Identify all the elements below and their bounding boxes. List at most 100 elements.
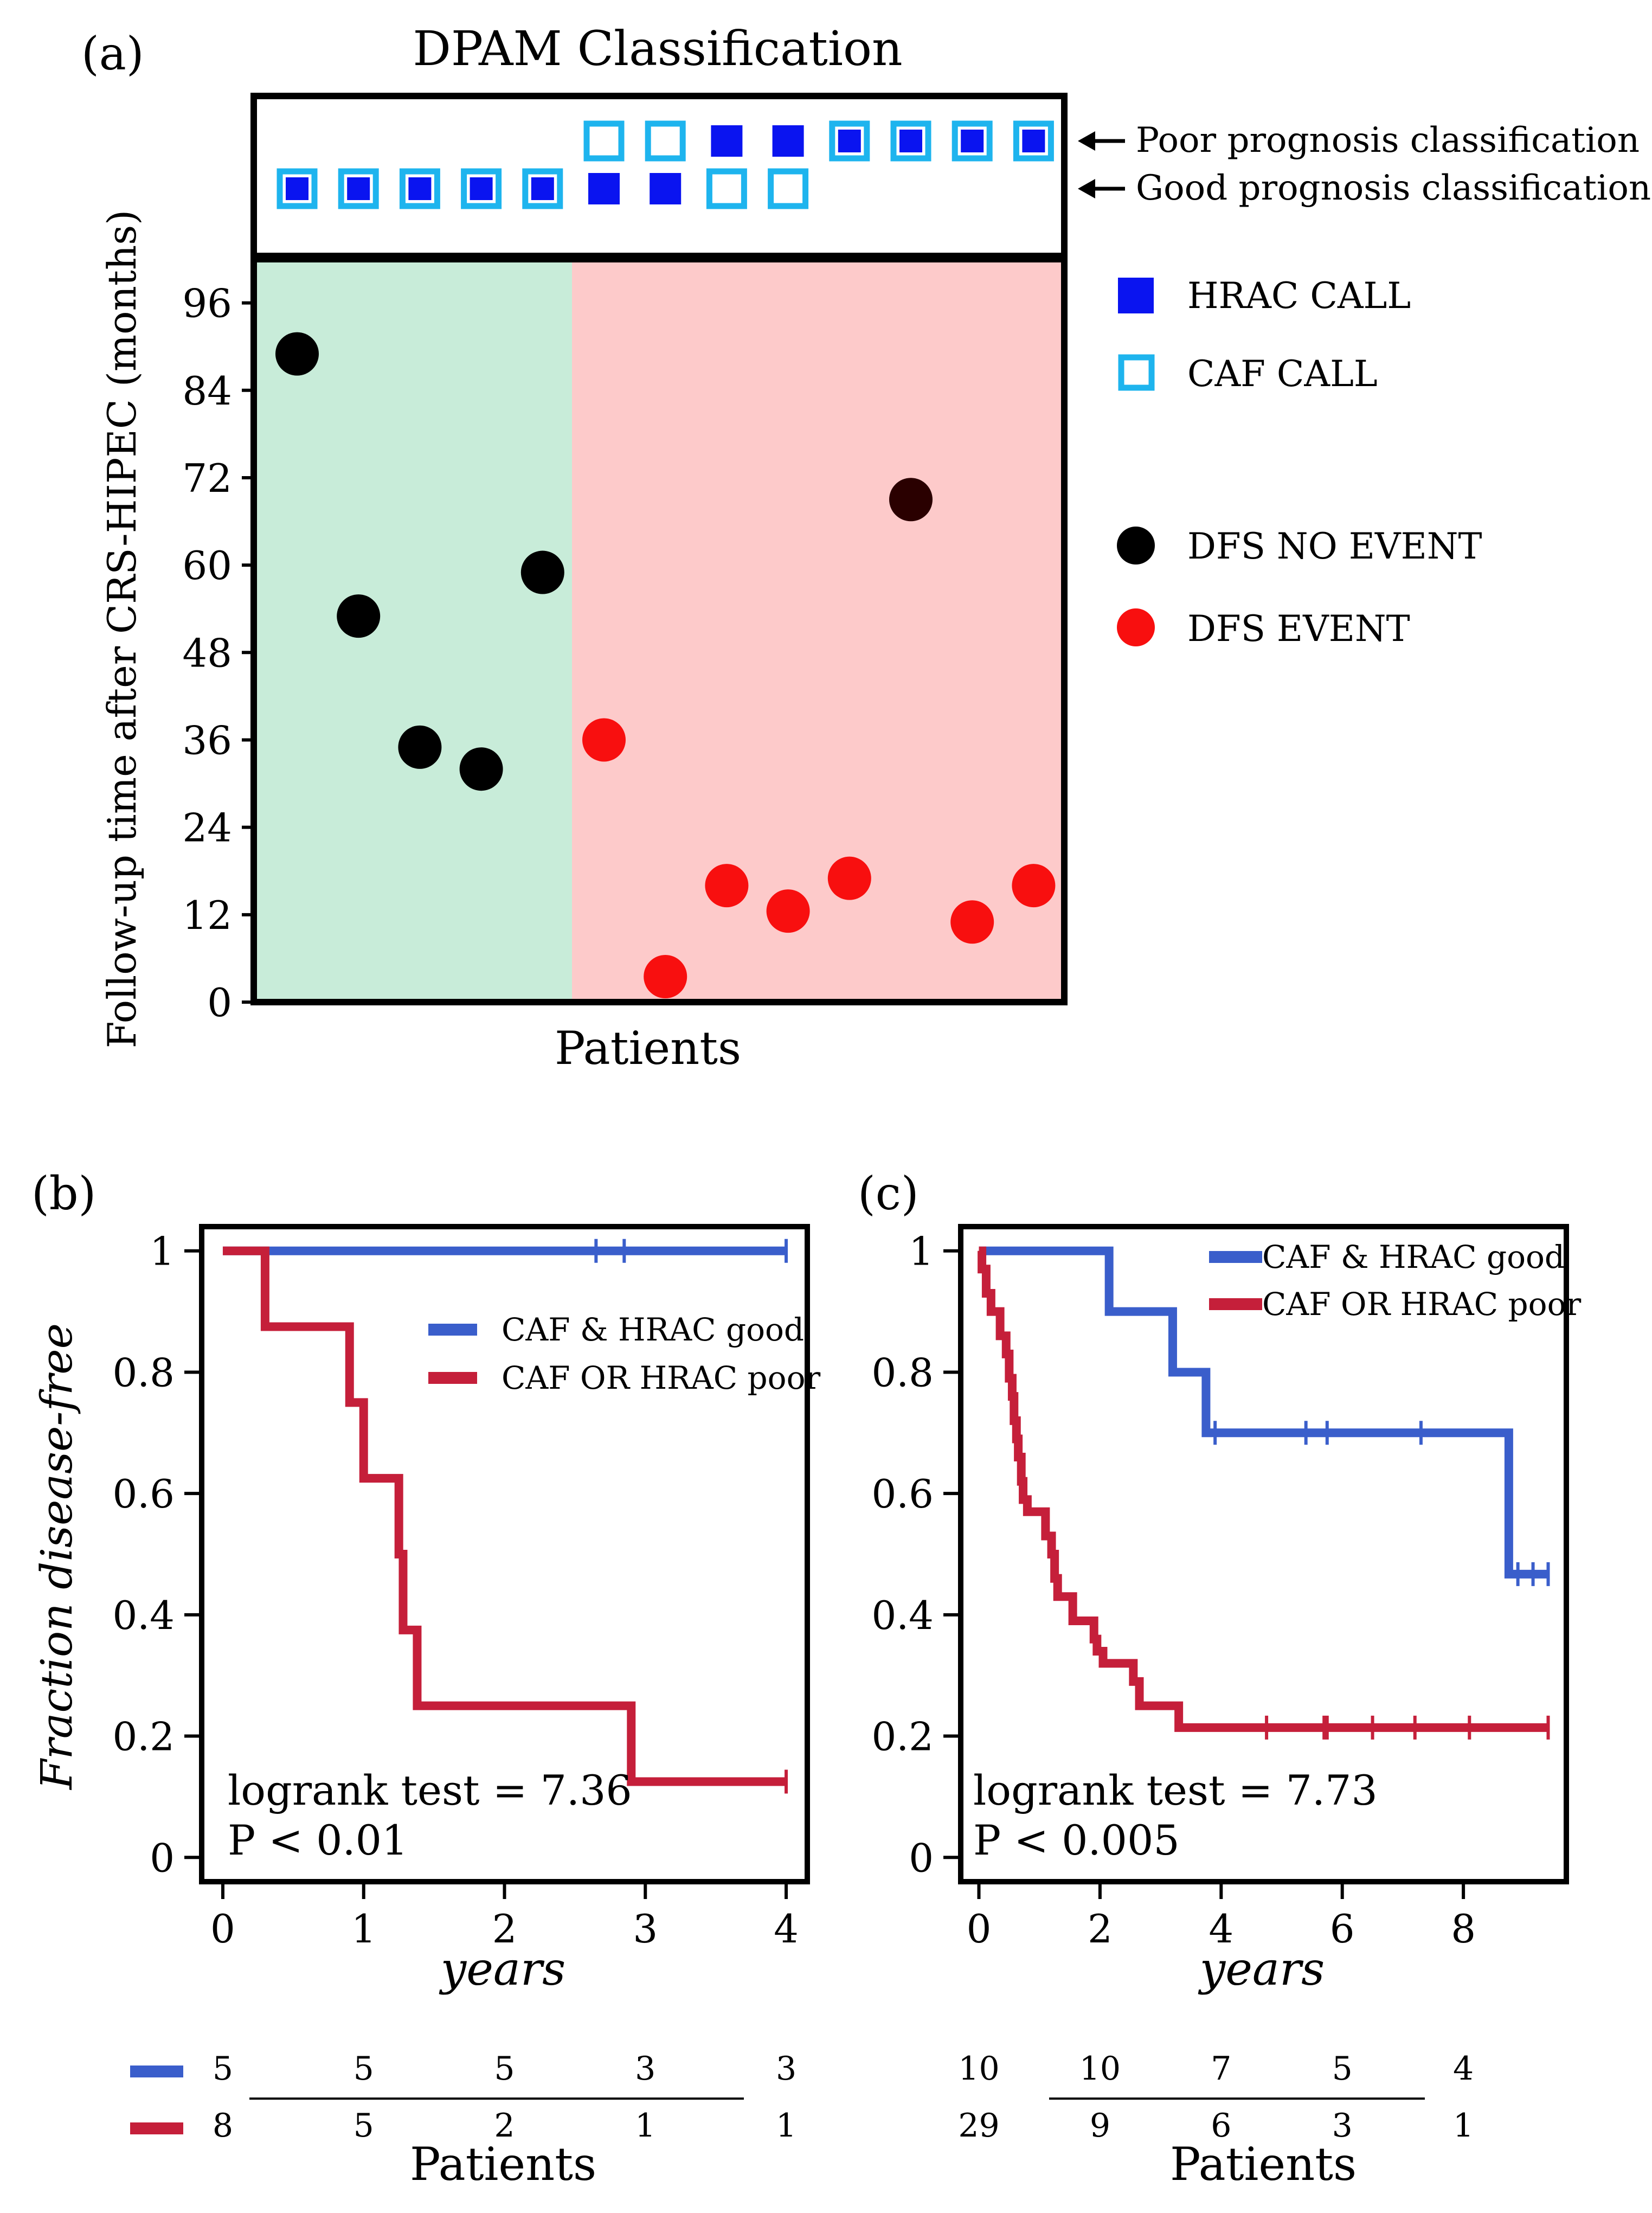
y-tick-label: 0.4 bbox=[871, 1593, 934, 1638]
y-tick-label: 84 bbox=[182, 368, 232, 414]
hrac-call-marker bbox=[531, 177, 554, 200]
risk-count: 3 bbox=[1332, 2107, 1353, 2145]
legend-event-label: DFS EVENT bbox=[1187, 608, 1410, 650]
x-tick-label: 0 bbox=[210, 1906, 235, 1952]
risk-count: 3 bbox=[776, 2050, 796, 2088]
legend-no-event-label: DFS NO EVENT bbox=[1187, 525, 1482, 567]
panel-c: (c) 0 2 4 6 8 0 0.2 0.4 0.6 0.8 1 CAF & HRAC good … bbox=[858, 1167, 1582, 2191]
scatter-frame bbox=[250, 256, 1068, 1005]
caf-call-marker bbox=[338, 168, 379, 209]
hrac-call-marker bbox=[588, 173, 620, 204]
x-tick-label: 1 bbox=[351, 1906, 376, 1952]
risk-count: 4 bbox=[1453, 2050, 1474, 2088]
km-curve bbox=[979, 1246, 1548, 1579]
dfs-event-point bbox=[582, 718, 626, 762]
y-tick-label: 60 bbox=[182, 543, 232, 588]
panel-c-x-label: years bbox=[1198, 1942, 1325, 1996]
dfs-no-event-point bbox=[398, 725, 442, 769]
km-curve bbox=[978, 1246, 1548, 1732]
y-tick-label: 0.6 bbox=[112, 1471, 175, 1517]
y-tick-label: 1 bbox=[909, 1229, 934, 1274]
panel-c-frame bbox=[958, 1224, 1569, 1884]
risk-count: 7 bbox=[1211, 2050, 1231, 2088]
risk-count: 8 bbox=[213, 2107, 233, 2145]
dfs-event-point bbox=[950, 900, 994, 944]
x-tick-label: 4 bbox=[774, 1906, 799, 1952]
panel-b-y-label: Fraction disease-free bbox=[31, 1323, 82, 1791]
risk-count: 5 bbox=[213, 2050, 233, 2088]
km-curve bbox=[222, 1246, 787, 1786]
panel-c-logrank: logrank test = 7.73 bbox=[973, 1766, 1378, 1814]
legend-hrac-label: HRAC CALL bbox=[1187, 275, 1411, 317]
legend-no-event-swatch bbox=[1117, 527, 1155, 565]
panel-c-axes: 0 2 4 6 8 0 0.2 0.4 0.6 0.8 1 bbox=[871, 1229, 1476, 1952]
panel-b-risk-table: 5 5 5 3 3 8 5 2 1 1 bbox=[130, 2050, 796, 2145]
hrac-call-marker bbox=[286, 177, 308, 200]
panel-b-frame bbox=[199, 1224, 810, 1884]
caf-call-marker bbox=[645, 120, 686, 162]
caf-call-marker bbox=[583, 120, 625, 162]
y-tick-label: 12 bbox=[182, 893, 232, 938]
x-tick-label: 3 bbox=[633, 1906, 658, 1952]
x-tick-label: 2 bbox=[492, 1906, 517, 1952]
panel-c-legend-poor: CAF OR HRAC poor bbox=[1262, 1286, 1582, 1323]
risk-count: 5 bbox=[1332, 2050, 1353, 2088]
poor-prognosis-region bbox=[572, 259, 1064, 1002]
risk-count: 1 bbox=[635, 2107, 655, 2145]
panel-b-legend-good: CAF & HRAC good bbox=[502, 1311, 804, 1348]
panel-b-risk-label: Patients bbox=[410, 2138, 596, 2191]
risk-count: 1 bbox=[1453, 2107, 1474, 2145]
legend-hrac-swatch bbox=[1118, 278, 1154, 313]
panel-b-pvalue: P < 0.01 bbox=[228, 1816, 408, 1864]
y-tick-label: 0 bbox=[150, 1835, 175, 1881]
panel-a-title: DPAM Classification bbox=[413, 21, 902, 76]
poor-row-label: Poor prognosis classification bbox=[1136, 120, 1640, 161]
dfs-no-event-point bbox=[889, 478, 933, 522]
x-tick-label: 6 bbox=[1330, 1906, 1355, 1952]
dfs-no-event-point bbox=[459, 747, 503, 791]
risk-count: 10 bbox=[958, 2050, 999, 2088]
hrac-call-marker bbox=[1022, 130, 1045, 152]
good-row-label: Good prognosis classification bbox=[1136, 168, 1651, 208]
y-axis-label: Follow-up time after CRS-HIPEC (months) bbox=[99, 210, 145, 1048]
panel-b-curves bbox=[222, 1239, 788, 1794]
dfs-event-point bbox=[766, 889, 810, 933]
panel-b-legend: CAF & HRAC good CAF OR HRAC poor bbox=[428, 1311, 821, 1396]
good-prognosis-region bbox=[254, 259, 572, 1002]
hrac-call-marker bbox=[961, 130, 984, 152]
risk-count: 1 bbox=[776, 2107, 796, 2145]
risk-count: 5 bbox=[353, 2107, 374, 2145]
panel-b-axes: 0 1 2 3 4 0 0.2 0.4 0.6 0.8 1 bbox=[112, 1229, 798, 1952]
panel-b-label: (b) bbox=[31, 1167, 96, 1220]
y-tick-label: 48 bbox=[182, 630, 232, 676]
scatter-points bbox=[275, 332, 1056, 998]
risk-count: 5 bbox=[353, 2050, 374, 2088]
y-tick-label: 0.6 bbox=[871, 1471, 934, 1517]
hrac-call-marker bbox=[470, 177, 493, 200]
y-axis-ticks: 0 12 24 36 48 60 72 84 96 bbox=[182, 281, 254, 1025]
dfs-no-event-point bbox=[337, 594, 381, 638]
panel-c-legend: CAF & HRAC good CAF OR HRAC poor bbox=[1209, 1239, 1582, 1323]
x-tick-label: 8 bbox=[1451, 1906, 1476, 1952]
y-tick-label: 96 bbox=[182, 281, 232, 326]
panel-c-legend-good: CAF & HRAC good bbox=[1262, 1239, 1565, 1275]
risk-count: 2 bbox=[494, 2107, 515, 2145]
y-tick-label: 0.2 bbox=[112, 1714, 175, 1760]
y-tick-label: 0.8 bbox=[871, 1350, 934, 1395]
panel-c-risk-label: Patients bbox=[1170, 2138, 1357, 2191]
dfs-event-point bbox=[1012, 864, 1056, 908]
panel-b-logrank: logrank test = 7.36 bbox=[228, 1766, 632, 1814]
dfs-no-event-point bbox=[520, 550, 564, 594]
y-tick-label: 0.8 bbox=[112, 1350, 175, 1395]
y-tick-label: 72 bbox=[182, 456, 232, 501]
y-tick-label: 24 bbox=[182, 805, 232, 851]
x-axis-label: Patients bbox=[555, 1022, 741, 1075]
legend: HRAC CALL CAF CALL DFS NO EVENT DFS EVEN… bbox=[1117, 275, 1482, 650]
hrac-call-marker bbox=[408, 177, 432, 200]
poor-row-arrow bbox=[1078, 131, 1125, 151]
legend-caf-swatch bbox=[1118, 354, 1155, 391]
risk-count: 29 bbox=[958, 2107, 999, 2145]
risk-count: 9 bbox=[1090, 2107, 1110, 2145]
legend-event-swatch bbox=[1117, 608, 1155, 646]
